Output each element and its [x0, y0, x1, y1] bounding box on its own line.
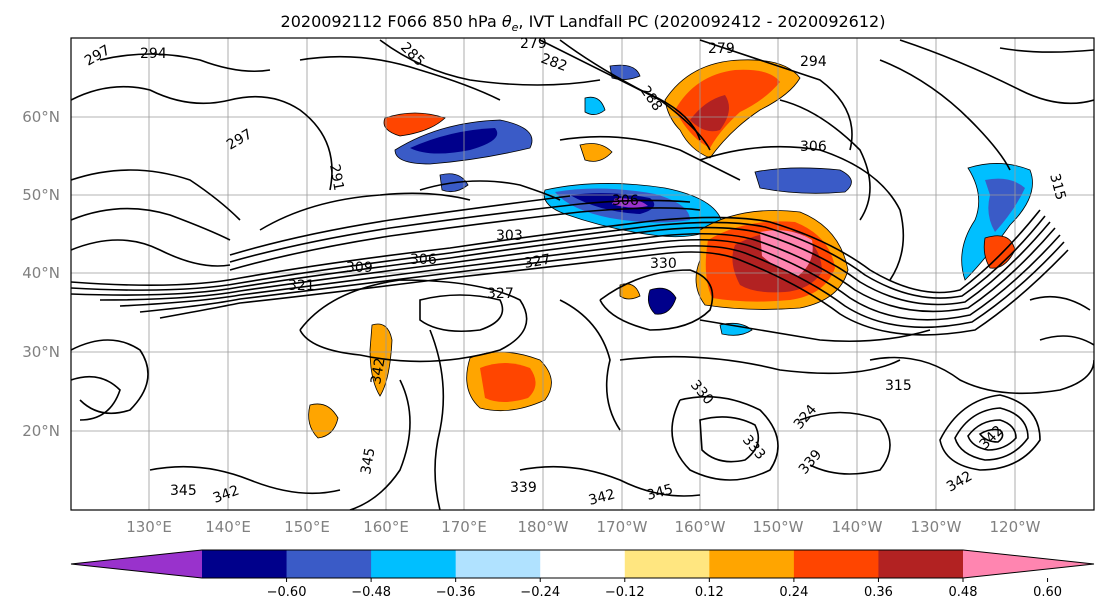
lon-tick-label: 180°W: [518, 518, 569, 536]
lon-tick-label: 130°W: [911, 518, 962, 536]
anomaly-navy-low: [647, 287, 677, 315]
colorbar-tick-label: −0.36: [436, 585, 476, 600]
colorbar-extend-max: [963, 550, 1094, 578]
theta-e-contours: [71, 39, 1094, 510]
lon-tick-label: 140°E: [205, 518, 251, 536]
svg-text:339: 339: [510, 480, 537, 496]
svg-text:345: 345: [645, 481, 675, 503]
svg-text:306: 306: [612, 193, 639, 209]
svg-text:279: 279: [520, 36, 547, 52]
lon-tick-label: 170°E: [441, 518, 487, 536]
svg-text:294: 294: [800, 54, 827, 70]
colorbar-segment: [709, 550, 795, 578]
colorbar-extend-min: [71, 550, 202, 578]
lon-tick-label: 150°W: [753, 518, 804, 536]
anomaly-pink-gulf: [760, 230, 813, 276]
svg-text:327: 327: [523, 252, 552, 272]
svg-text:321: 321: [288, 278, 315, 294]
lon-tick-label: 170°W: [597, 518, 648, 536]
chart-title: 2020092112 F066 850 hPa θe, IVT Landfall…: [281, 12, 886, 34]
svg-text:342: 342: [587, 486, 617, 508]
svg-text:294: 294: [140, 46, 167, 62]
svg-text:327: 327: [487, 286, 514, 302]
lat-tick-label: 40°N: [22, 264, 60, 282]
anomaly-navy-kuril: [410, 128, 498, 154]
colorbar-segment: [793, 550, 879, 578]
svg-text:306: 306: [800, 139, 827, 155]
anomaly-orange-column: [369, 323, 393, 397]
colorbar-tick-label: −0.12: [605, 585, 645, 600]
svg-text:345: 345: [170, 483, 197, 499]
lon-tick-label: 160°E: [363, 518, 409, 536]
lat-tick-label: 30°N: [22, 343, 60, 361]
lon-tick-label: 150°E: [284, 518, 330, 536]
graticule: [71, 38, 1094, 510]
svg-text:315: 315: [1046, 172, 1068, 202]
colorbar-outline: [70, 549, 1095, 579]
colorbar-segment: [455, 550, 541, 578]
lon-tick-label: 130°E: [126, 518, 172, 536]
svg-text:309: 309: [346, 260, 373, 276]
colorbar-segment: [286, 550, 372, 578]
lat-tick-label: 50°N: [22, 186, 60, 204]
colorbar-tick-label: −0.60: [267, 585, 307, 600]
colorbar-tick-label: 0.24: [779, 585, 808, 600]
colorbar-segment: [540, 550, 626, 578]
colorbar-tick-label: 0.12: [695, 585, 724, 600]
lon-tick-label: 120°W: [990, 518, 1041, 536]
lat-tick-labels: 60°N 50°N 40°N 30°N 20°N: [22, 108, 60, 440]
lon-tick-label: 160°W: [675, 518, 726, 536]
colorbar-tick-label: −0.24: [520, 585, 560, 600]
anomaly-orange-small-3: [619, 283, 641, 300]
colorbar-segment: [371, 550, 457, 578]
colorbar-tick-label: 0.48: [949, 585, 978, 600]
anomaly-red-subtropics: [480, 363, 536, 402]
svg-text:306: 306: [410, 252, 437, 268]
anomaly-blue-small-2: [584, 96, 606, 115]
svg-text:303: 303: [496, 228, 523, 244]
colorbar-segment: [878, 550, 964, 578]
colorbar-segment: [624, 550, 710, 578]
svg-text:315: 315: [885, 378, 912, 394]
svg-text:330: 330: [650, 256, 677, 272]
lon-tick-label: 140°W: [832, 518, 883, 536]
lon-tick-labels: 130°E 140°E 150°E 160°E 170°E 180°W 170°…: [126, 518, 1040, 536]
svg-text:342: 342: [368, 357, 388, 386]
map-panel: 297 294 285 279 282 279 294 288 297 291 …: [70, 36, 1095, 511]
anomaly-orange-small-1: [308, 403, 339, 439]
anomaly-red-coast: [983, 235, 1016, 269]
colorbar-tick-label: 0.36: [864, 585, 893, 600]
svg-text:291: 291: [326, 163, 346, 192]
lat-tick-label: 60°N: [22, 108, 60, 126]
svg-text:345: 345: [358, 447, 378, 476]
anomaly-orange-small-2: [579, 143, 613, 162]
svg-text:279: 279: [708, 41, 735, 57]
anomaly-blue-small-4: [719, 322, 753, 336]
colorbar: −0.60 −0.48 −0.36 −0.24 −0.12 0.12 0.24 0.36 0.4…: [70, 549, 1095, 600]
colorbar-tick-label: −0.48: [351, 585, 391, 600]
anomaly-blue-gulf: [754, 167, 852, 194]
lat-tick-label: 20°N: [22, 422, 60, 440]
colorbar-tick-label: 0.60: [1033, 585, 1062, 600]
map-frame: [70, 37, 1095, 511]
colorbar-segment: [202, 550, 288, 578]
